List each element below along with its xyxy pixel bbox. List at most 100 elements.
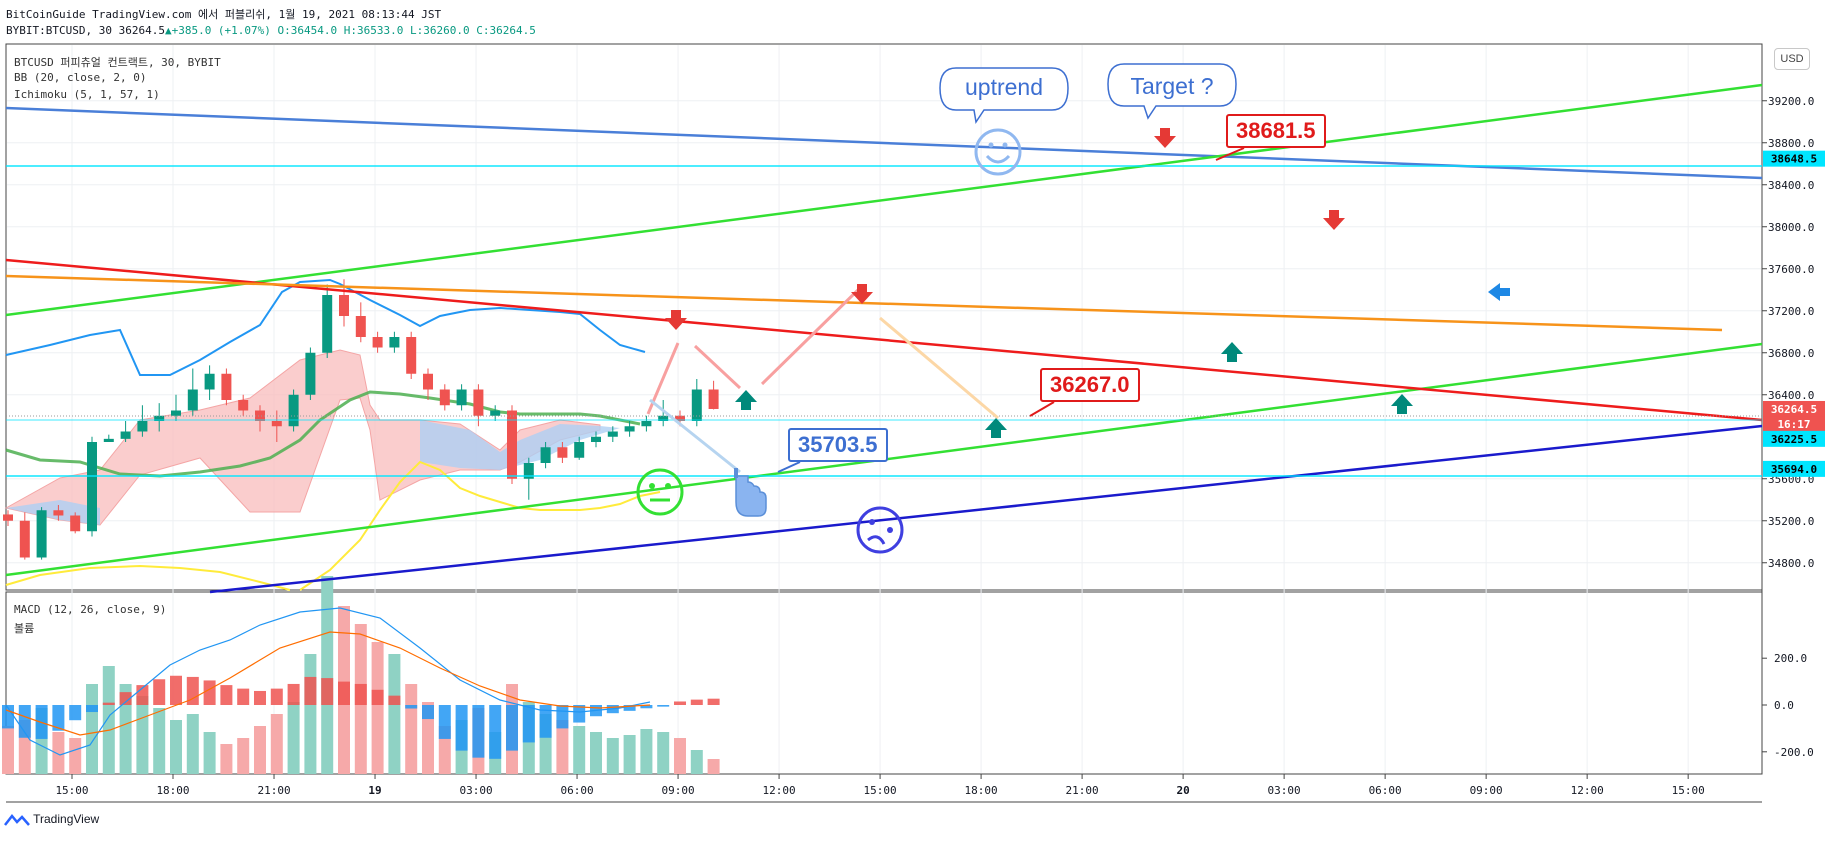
down-arrow-icon: [665, 310, 687, 330]
candle-body: [19, 520, 30, 558]
time-tick-label: 21:00: [257, 784, 290, 797]
candle-body: [624, 426, 635, 432]
volume-bar: [69, 738, 82, 774]
dizzy-face-icon-face: [856, 506, 904, 554]
time-tick-label: 21:00: [1066, 784, 1099, 797]
time-tick-label: 19: [368, 784, 381, 797]
happy-face-icon-face: [974, 128, 1022, 176]
macd-bar: [270, 688, 283, 705]
macd-bar: [405, 705, 418, 709]
signal-line: [5, 631, 651, 736]
macd-line: [5, 607, 651, 756]
macd-bar: [657, 705, 670, 707]
candle-body: [238, 400, 249, 411]
candle-body: [439, 389, 450, 406]
candle-body: [691, 389, 702, 421]
macd-bar: [489, 705, 502, 759]
candle-body: [675, 415, 685, 421]
macd-bar: [640, 705, 653, 709]
macd-bar: [287, 683, 300, 705]
time-tick-label: 15:00: [1672, 784, 1705, 797]
macd-pane[interactable]: [5, 591, 1763, 775]
candle-body: [658, 415, 669, 421]
volume-bar: [623, 735, 636, 774]
main-indicator-label[interactable]: BTCUSD 퍼피츄얼 컨트랙트, 30, BYBIT: [14, 56, 221, 69]
price-tick-label: 36800.0: [1768, 347, 1814, 360]
neutral-face-icon: [636, 468, 684, 516]
up-arrow-icon: [1391, 394, 1413, 414]
candle-body: [137, 421, 148, 432]
macd-tick-label: 200.0: [1774, 652, 1807, 665]
volume-bar: [186, 714, 199, 774]
trend-drawings: [5, 83, 1763, 594]
time-tick-label: 20: [1176, 784, 1189, 797]
macd-bar: [237, 688, 250, 705]
upper-green-channel: [5, 83, 1763, 317]
volume-bar: [287, 702, 300, 774]
last-price: 36264.5: [118, 24, 165, 37]
volume-bar: [573, 726, 586, 774]
candle-body: [103, 438, 114, 442]
uptrend-label: uptrend: [964, 74, 1043, 100]
mouth: [867, 535, 886, 545]
volume-bar: [2, 726, 14, 774]
bb-lower-line: [5, 564, 291, 591]
macd-bar: [674, 701, 686, 705]
time-tick-label: 06:00: [560, 784, 593, 797]
candle-body: [523, 463, 534, 479]
symbol-text: BYBIT:BTCUSD, 30: [6, 24, 112, 37]
price-tag-label: 35694.0: [1771, 463, 1817, 476]
candle-body: [3, 514, 13, 521]
price-axis: 39200.0 38800.0 38400.0 38000.0 37600.0 37200…: [1762, 95, 1814, 759]
candle-body: [557, 447, 568, 458]
volume-bar: [153, 708, 166, 774]
macd-bar: [186, 676, 199, 705]
up-arrow-icon: [985, 418, 1007, 438]
bb-upper-line: [5, 278, 646, 376]
bb-indicator-label[interactable]: BB (20, close, 2, 0): [14, 71, 147, 84]
price-tag-label: 38648.5: [1771, 153, 1817, 166]
volume-bar: [220, 744, 233, 774]
time-tick-label: 15:00: [864, 784, 897, 797]
candle-body: [607, 431, 618, 437]
leader-35703: [777, 461, 801, 473]
candle-body: [120, 431, 131, 439]
label-35703: 35703.5: [788, 428, 888, 462]
candle-body: [288, 394, 299, 427]
hand-finger: [734, 468, 738, 478]
projection-arrow: [760, 286, 862, 386]
label-38681: 38681.5: [1226, 114, 1326, 148]
volume-bar: [270, 714, 283, 774]
hand-shape: [735, 475, 767, 517]
macd-bar: [203, 680, 216, 705]
candle-body: [641, 421, 652, 427]
price-tick-label: 37200.0: [1768, 305, 1814, 318]
candle-body: [204, 373, 215, 390]
time-tick-label: 18:00: [156, 784, 189, 797]
volume-bar: [136, 696, 149, 774]
ichimoku-indicator-label[interactable]: Ichimoku (5, 1, 57, 1): [14, 88, 160, 101]
macd-bar: [354, 683, 367, 705]
candle-body: [322, 295, 333, 353]
price-tag-bg: [1763, 430, 1825, 447]
tradingview-logo-text[interactable]: TradingView: [33, 812, 100, 826]
volume-bar: [674, 738, 686, 774]
macd-bar: [422, 705, 434, 720]
neutral-face-icon-face: [636, 468, 684, 516]
currency-button[interactable]: USD: [1774, 48, 1810, 70]
volume-bar: [102, 666, 115, 774]
candle-body: [36, 510, 47, 558]
macd-bar: [556, 705, 569, 729]
navy-support-line: [209, 424, 1763, 594]
volume-bar: [606, 738, 619, 774]
macd-indicator-label[interactable]: MACD (12, 26, close, 9): [14, 603, 167, 616]
uptrend-bubble: [939, 67, 1069, 124]
red-trendline: [5, 258, 1763, 422]
eye: [887, 527, 893, 533]
time-tick-label: 06:00: [1369, 784, 1402, 797]
price-tick-label: 38000.0: [1768, 221, 1814, 234]
volume-bar: [707, 759, 720, 774]
volume-indicator-label[interactable]: 볼륨: [14, 622, 35, 635]
price-tick-label: 37600.0: [1768, 263, 1814, 276]
